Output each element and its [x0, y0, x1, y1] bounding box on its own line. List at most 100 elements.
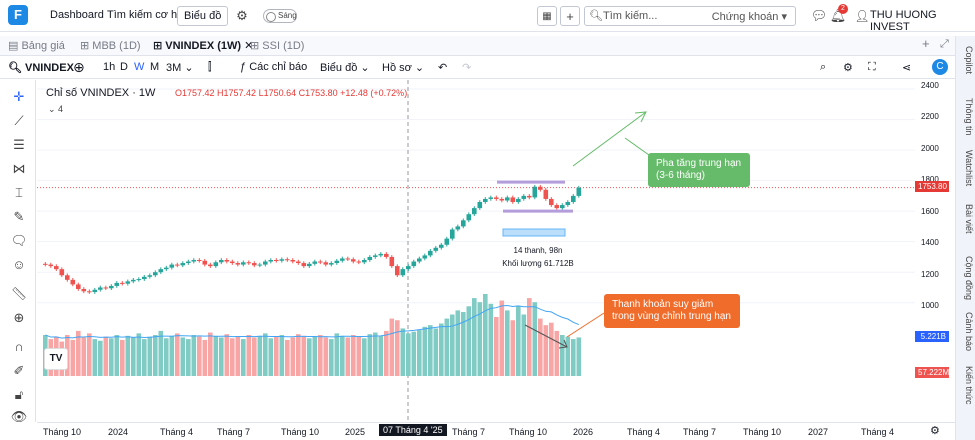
volume-bar	[406, 333, 411, 376]
time-axis[interactable]: Tháng 10 2024 Tháng 4 Tháng 7 Tháng 10 2…	[37, 422, 955, 440]
projection-icon[interactable]: ⌶	[10, 184, 28, 202]
theme-toggle[interactable]: Sáng	[263, 9, 297, 23]
eye-icon[interactable]: 👁︎	[10, 408, 28, 426]
undo-icon[interactable]: ↶	[438, 61, 447, 74]
symbol-search[interactable]: 🔍︎ VNINDEX	[8, 61, 74, 74]
side-tab-community[interactable]: Cộng đồng	[958, 256, 974, 300]
volume-bar	[483, 294, 488, 376]
volume-bar	[98, 341, 103, 376]
volume-ma-line	[45, 305, 579, 338]
volume-bar	[566, 337, 571, 376]
trend-line-icon[interactable]: ⟋	[10, 112, 28, 130]
tab-mbb[interactable]: ⊞ MBB (1D)	[80, 39, 141, 52]
x-tick: Tháng 4	[160, 427, 193, 437]
chart-nav-button[interactable]: Biểu đồ	[177, 6, 228, 26]
layout-grid-icon[interactable]: ▦	[537, 6, 557, 26]
search-input[interactable]: Tìm kiếm...	[603, 10, 657, 22]
orange-callout-pointer	[567, 313, 604, 337]
expand-icon[interactable]: ⤢	[940, 38, 949, 51]
side-tab-posts[interactable]: Bài viết	[958, 204, 974, 234]
brand-circle-icon[interactable]: C	[932, 59, 948, 75]
nav-opportunity-search[interactable]: Tìm kiếm cơ hội	[107, 9, 186, 21]
quick-search-icon[interactable]: ⌕	[820, 61, 826, 74]
indicator-toggle[interactable]: ⌄ 4	[48, 104, 63, 115]
avatar[interactable]: 👤︎	[852, 6, 872, 26]
candle-body	[373, 255, 378, 257]
interval-d[interactable]: D	[120, 61, 128, 73]
x-tick: Tháng 4	[627, 427, 660, 437]
candle-body	[500, 199, 505, 201]
chat-icon[interactable]: 💬︎	[809, 6, 829, 26]
volume-bar	[401, 328, 406, 376]
volume-bar	[285, 340, 290, 376]
add-icon[interactable]: +	[560, 6, 580, 26]
volume-bar	[445, 319, 450, 376]
price-chart[interactable]	[37, 80, 955, 422]
settings-icon[interactable]: ⚙	[843, 61, 853, 74]
volume-bar	[368, 334, 373, 376]
ruler-icon[interactable]: 📏︎	[10, 285, 28, 303]
pattern-icon[interactable]: ⋈	[10, 160, 28, 178]
volume-bar	[82, 337, 87, 376]
volume-bar	[175, 333, 180, 376]
side-tab-knowledge[interactable]: Kiến thức	[958, 366, 974, 405]
magnet-icon[interactable]: ∩	[10, 338, 28, 356]
chart-type-button[interactable]: Biểu đồ ⌄	[320, 61, 370, 74]
candle-body	[362, 260, 367, 262]
side-tab-alerts[interactable]: Cảnh báo	[958, 312, 974, 351]
tradingview-logo: TV	[44, 348, 68, 370]
candle-body	[109, 286, 114, 288]
compare-add-icon[interactable]: ⊕	[73, 59, 85, 76]
interval-3m[interactable]: 3M ⌄	[166, 61, 194, 74]
chart-legend-title[interactable]: Chỉ số VNINDEX · 1W	[46, 87, 155, 99]
callout-uptrend[interactable]: Pha tăng trung hạn (3-6 tháng)	[648, 153, 750, 187]
candle-body	[208, 265, 213, 267]
fib-retracement-icon[interactable]: ☰	[10, 136, 28, 154]
candle-body	[423, 255, 428, 258]
redo-icon[interactable]: ↷	[462, 61, 471, 74]
crosshair-icon[interactable]: ✛	[10, 88, 28, 106]
text-note-icon[interactable]: 🗨︎	[10, 232, 28, 250]
pencil-lock-icon[interactable]: ✐	[10, 362, 28, 380]
side-tab-info[interactable]: Thông tin	[958, 98, 974, 136]
volume-bar	[538, 319, 543, 376]
candle-body	[335, 261, 340, 263]
tab-price-board[interactable]: ▤ Bảng giá	[8, 39, 65, 52]
x-tick-selected: 07 Tháng 4 '25	[379, 424, 447, 436]
candle-body	[252, 263, 257, 265]
time-settings-icon[interactable]: ⚙	[930, 424, 940, 437]
fullscreen-icon[interactable]: ⛶	[868, 61, 876, 74]
y-tick: 1000	[921, 301, 939, 310]
right-side-panel: Copilot Thông tin Watchlist Bài viết Cộn…	[955, 36, 975, 440]
callout-liquidity[interactable]: Thanh khoản suy giảm trong vùng chỉnh tr…	[604, 294, 740, 328]
emoji-icon[interactable]: ☺	[10, 256, 28, 274]
interval-m[interactable]: M	[150, 61, 159, 73]
share-icon[interactable]: ⋖	[902, 61, 911, 74]
tab-ssi[interactable]: ⊞ SSI (1D)	[250, 39, 304, 52]
indicators-button[interactable]: ƒ Các chỉ báo	[240, 61, 307, 73]
volume-bar	[164, 338, 169, 376]
user-name[interactable]: THU HUONG INVEST	[870, 9, 975, 33]
lock-icon[interactable]: 🔓︎	[10, 386, 28, 404]
side-tab-watchlist[interactable]: Watchlist	[958, 150, 974, 186]
interval-1h[interactable]: 1h	[103, 61, 115, 73]
gear-icon[interactable]: ⚙	[232, 6, 252, 26]
app-logo[interactable]: F	[8, 5, 28, 25]
search-category-select[interactable]: Chứng khoán ▾	[712, 10, 787, 23]
nav-dashboard[interactable]: Dashboard	[50, 9, 104, 21]
add-tab-icon[interactable]: +	[922, 36, 930, 51]
candle-body	[516, 199, 521, 202]
volume-bar	[439, 324, 444, 376]
zoom-in-icon[interactable]: ⊕	[10, 309, 28, 327]
candle-body	[511, 197, 516, 202]
side-tab-copilot[interactable]: Copilot	[958, 46, 974, 74]
search-box[interactable]: 🔍︎ Tìm kiếm... Chứng khoán ▾	[584, 6, 796, 26]
candle-style-icon[interactable]: ⫿	[208, 61, 212, 74]
tab-vnindex[interactable]: ⊞ VNINDEX (1W) ✕	[153, 39, 253, 52]
volume-bar	[456, 310, 461, 376]
profile-button[interactable]: Hồ sơ ⌄	[382, 61, 424, 74]
interval-w[interactable]: W	[134, 61, 144, 73]
candle-body	[49, 265, 54, 267]
volume-tag: 57.222M	[915, 367, 949, 378]
brush-icon[interactable]: ✎	[10, 208, 28, 226]
